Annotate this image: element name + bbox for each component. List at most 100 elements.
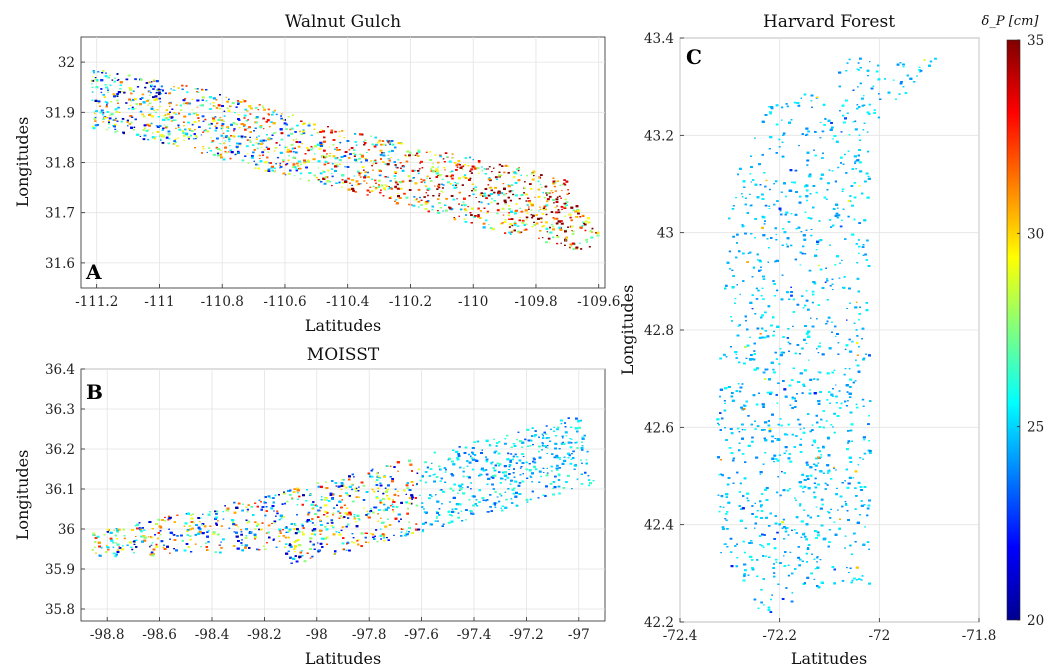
scatter-point (247, 162, 250, 164)
scatter-point (360, 133, 364, 136)
scatter-point (211, 140, 215, 142)
scatter-point (439, 154, 442, 157)
scatter-point (457, 160, 461, 162)
scatter-point (389, 158, 391, 160)
scatter-point (114, 123, 117, 126)
scatter-point (341, 186, 343, 188)
scatter-point (353, 155, 356, 157)
scatter-point (228, 140, 231, 142)
scatter-point (411, 169, 415, 172)
scatter-point (94, 99, 98, 102)
scatter-point (116, 130, 119, 132)
scatter-point (235, 123, 238, 126)
scatter-point (273, 167, 276, 169)
scatter-point (567, 189, 569, 191)
scatter-point (540, 221, 543, 223)
scatter-point (417, 188, 421, 191)
scatter-point (514, 212, 517, 215)
scatter-point (518, 197, 521, 200)
scatter-point (483, 194, 487, 197)
scatter-point (274, 147, 278, 149)
scatter-point (95, 80, 98, 82)
scatter-point (149, 102, 152, 105)
scatter-point (282, 161, 285, 163)
scatter-point (352, 152, 355, 155)
scatter-point (231, 102, 235, 104)
scatter-point (269, 162, 272, 164)
scatter-point (516, 168, 520, 171)
scatter-point (286, 146, 288, 148)
scatter-point (546, 231, 549, 233)
scatter-point (331, 163, 334, 165)
scatter-point (212, 119, 216, 122)
scatter-point (596, 234, 600, 237)
scatter-point (131, 98, 135, 101)
scatter-point (497, 209, 500, 211)
scatter-point (280, 117, 283, 120)
scatter-point (403, 166, 405, 168)
scatter-point (233, 128, 236, 130)
scatter-point (220, 134, 223, 137)
scatter-point (202, 89, 205, 91)
scatter-point (417, 206, 420, 208)
scatter-point (505, 193, 508, 195)
scatter-point (302, 123, 305, 126)
scatter-point (394, 164, 397, 166)
scatter-point (160, 138, 162, 140)
scatter-point (343, 155, 347, 157)
scatter-point (493, 200, 496, 202)
scatter-point (400, 167, 402, 169)
panel-a-yticks: 31.631.731.831.932 (45, 55, 85, 272)
scatter-point (194, 112, 197, 114)
scatter-point (472, 188, 475, 190)
scatter-point (290, 132, 293, 135)
scatter-point (304, 153, 307, 155)
scatter-point (292, 166, 295, 168)
scatter-point (477, 208, 480, 210)
scatter-point (128, 87, 132, 89)
scatter-point (175, 113, 178, 115)
scatter-point (118, 111, 121, 113)
scatter-point (330, 168, 334, 170)
scatter-point (389, 141, 392, 144)
scatter-point (336, 157, 339, 159)
scatter-point (487, 184, 490, 186)
scatter-point (295, 141, 299, 143)
scatter-point (292, 114, 294, 116)
scatter-point (394, 171, 397, 174)
scatter-point (545, 241, 548, 244)
scatter-point (420, 204, 423, 206)
scatter-point (222, 158, 226, 161)
scatter-point (462, 175, 466, 178)
scatter-point (427, 210, 430, 213)
scatter-point (367, 149, 370, 151)
scatter-point (420, 178, 423, 180)
scatter-point (384, 144, 387, 146)
scatter-point (531, 172, 534, 174)
scatter-point (209, 103, 212, 105)
scatter-point (237, 102, 240, 105)
scatter-point (471, 207, 474, 210)
scatter-point (517, 170, 520, 172)
scatter-point (258, 104, 261, 106)
scatter-point (209, 108, 212, 110)
scatter-point (373, 160, 377, 163)
scatter-point (116, 79, 119, 81)
scatter-point (303, 122, 306, 125)
scatter-point (553, 217, 556, 220)
scatter-point (95, 86, 99, 89)
scatter-point (156, 125, 160, 128)
panel-b-swath (91, 417, 595, 564)
scatter-point (155, 92, 158, 94)
scatter-point (173, 140, 176, 142)
scatter-point (541, 213, 544, 215)
scatter-point (565, 201, 569, 203)
scatter-point (286, 148, 290, 151)
scatter-point (219, 154, 223, 157)
scatter-point (292, 139, 295, 141)
scatter-point (299, 130, 301, 133)
scatter-point (501, 207, 505, 210)
scatter-point (215, 127, 218, 129)
scatter-point (191, 98, 194, 100)
scatter-point (116, 93, 119, 95)
